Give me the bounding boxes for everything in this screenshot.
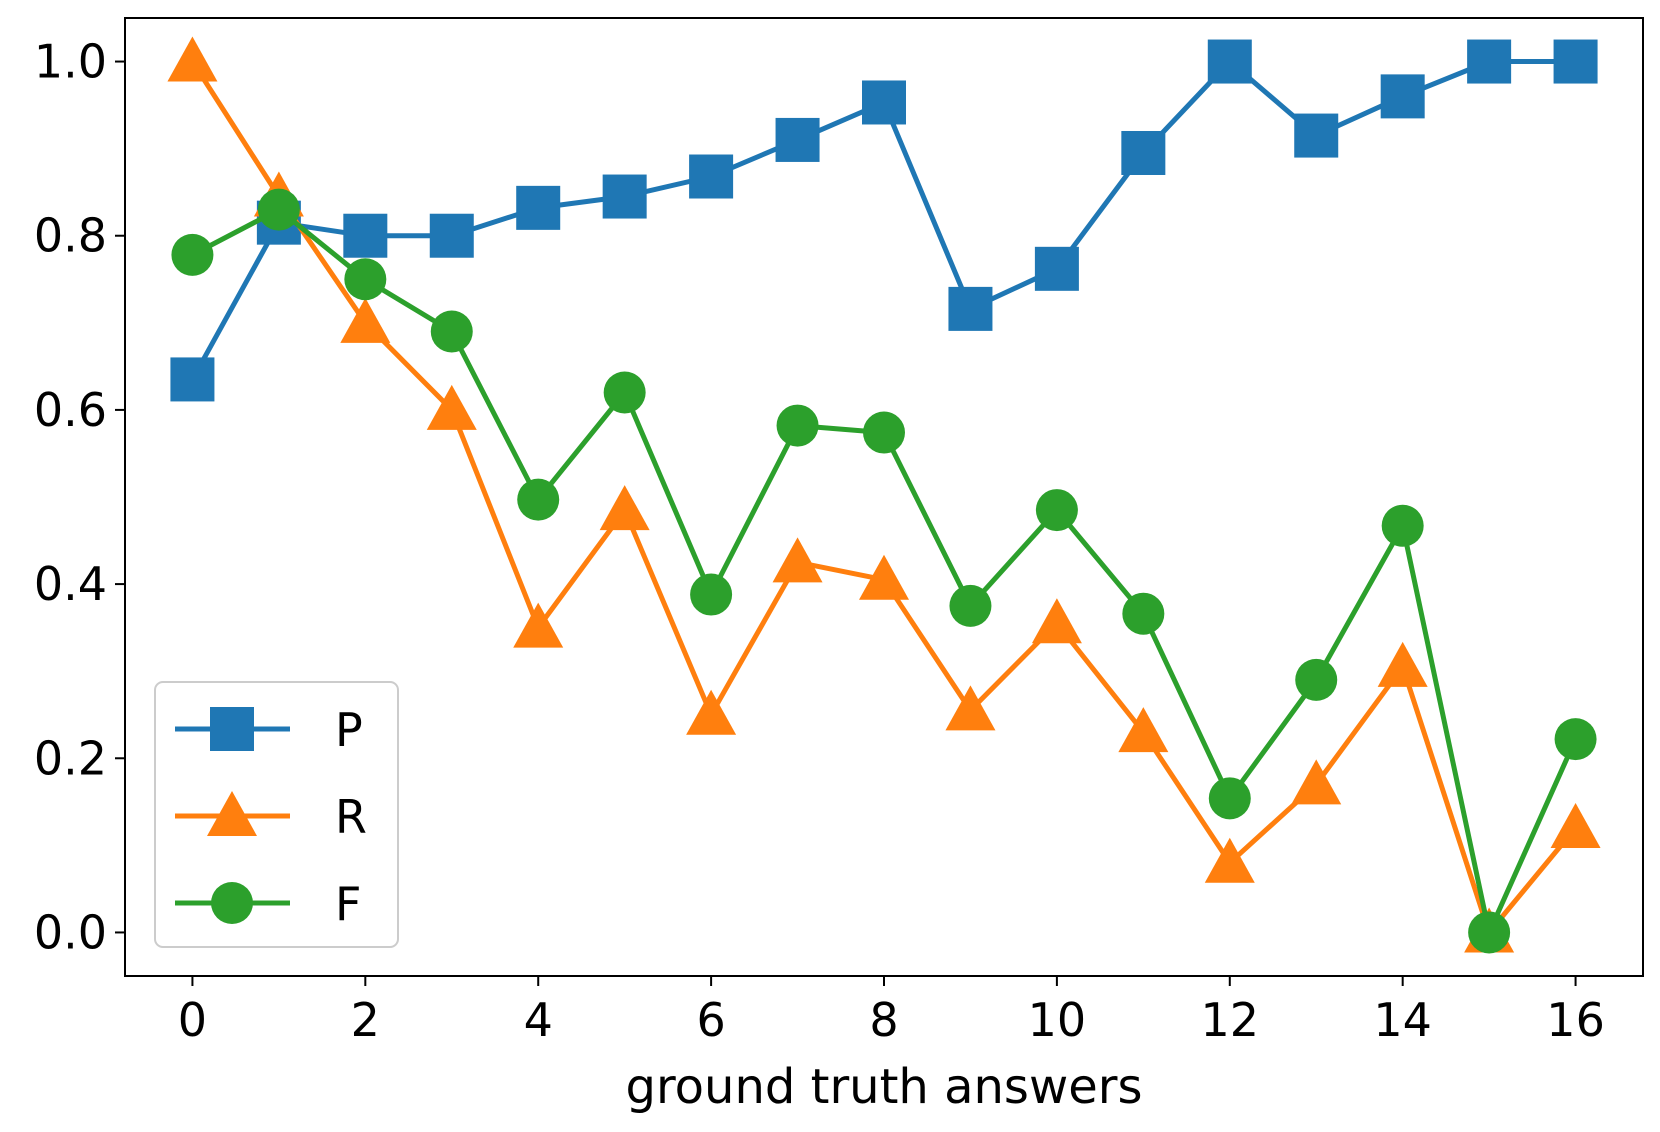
data-point-p xyxy=(602,174,647,219)
data-point-p xyxy=(862,80,906,125)
series-f xyxy=(171,188,1597,954)
data-point-r xyxy=(945,685,996,731)
y-tick-label: 0.2 xyxy=(34,731,107,785)
x-tick-label: 14 xyxy=(1373,993,1432,1047)
data-point-r xyxy=(1291,759,1342,805)
data-point-r xyxy=(1031,598,1082,644)
data-point-r xyxy=(1550,802,1601,848)
data-point-r xyxy=(167,36,218,82)
x-tick-label: 10 xyxy=(1028,993,1087,1047)
data-point-p xyxy=(1294,113,1339,158)
legend-label-r: R xyxy=(335,790,367,844)
data-point-f xyxy=(517,478,560,521)
data-point-f xyxy=(863,411,905,454)
data-point-f xyxy=(430,310,473,353)
data-point-p xyxy=(1380,74,1425,119)
legend-marker-f xyxy=(211,882,253,924)
data-point-r xyxy=(772,537,823,583)
series-p xyxy=(170,39,1598,402)
data-point-f xyxy=(171,233,214,276)
data-point-r xyxy=(426,384,477,430)
data-point-p xyxy=(516,185,561,230)
y-tick-label: 0.6 xyxy=(34,383,107,437)
data-point-p xyxy=(1553,39,1598,84)
data-point-f xyxy=(1295,658,1338,701)
data-point-p xyxy=(775,117,820,162)
x-tick-label: 2 xyxy=(351,993,380,1047)
x-tick-label: 4 xyxy=(524,993,553,1047)
data-point-p xyxy=(1121,130,1166,175)
x-tick-label: 8 xyxy=(869,993,898,1047)
x-axis-title: ground truth answers xyxy=(626,1059,1143,1115)
x-axis: 0 2 4 6 8 10 12 14 16 xyxy=(178,976,1605,1047)
data-point-r xyxy=(340,297,391,343)
data-point-f xyxy=(1554,718,1597,761)
data-point-p xyxy=(689,154,734,199)
series-layer xyxy=(167,36,1601,954)
data-point-p xyxy=(1467,39,1512,84)
data-point-f xyxy=(949,584,992,627)
legend: PRF xyxy=(154,681,399,948)
data-point-p xyxy=(429,213,474,258)
data-point-p xyxy=(1034,246,1079,291)
data-point-f xyxy=(257,188,300,231)
x-tick-label: 16 xyxy=(1546,993,1605,1047)
y-tick-label: 1.0 xyxy=(34,35,107,89)
data-point-f xyxy=(603,371,646,414)
x-tick-label: 12 xyxy=(1201,993,1260,1047)
data-point-f xyxy=(776,404,819,447)
legend-marker-p xyxy=(210,707,254,751)
x-tick-label: 6 xyxy=(696,993,725,1047)
data-point-f xyxy=(690,573,733,616)
y-axis: 0.0 0.2 0.4 0.6 0.8 1.0 xyxy=(34,35,125,959)
data-point-r xyxy=(1118,707,1169,753)
y-tick-label: 0.4 xyxy=(34,557,107,611)
data-point-p xyxy=(170,357,215,402)
data-point-r xyxy=(599,485,650,531)
data-point-f xyxy=(1122,592,1165,635)
y-tick-label: 0.0 xyxy=(34,905,107,959)
legend-marker-r xyxy=(207,791,257,836)
data-point-r xyxy=(1377,641,1428,687)
data-point-f xyxy=(1381,504,1424,547)
data-point-r xyxy=(513,602,564,648)
legend-label-p: P xyxy=(335,703,363,757)
data-point-f xyxy=(344,258,387,301)
x-tick-label: 0 xyxy=(178,993,207,1047)
y-tick-label: 0.8 xyxy=(34,209,107,263)
data-point-p xyxy=(1207,39,1252,84)
legend-label-f: F xyxy=(335,877,361,931)
data-point-f xyxy=(1208,777,1251,820)
data-point-f xyxy=(1035,489,1078,532)
data-point-f xyxy=(1468,911,1511,954)
data-point-r xyxy=(1204,837,1255,883)
data-point-r xyxy=(686,689,737,735)
data-point-p xyxy=(343,213,388,258)
data-point-r xyxy=(859,554,909,600)
data-point-p xyxy=(948,286,993,331)
